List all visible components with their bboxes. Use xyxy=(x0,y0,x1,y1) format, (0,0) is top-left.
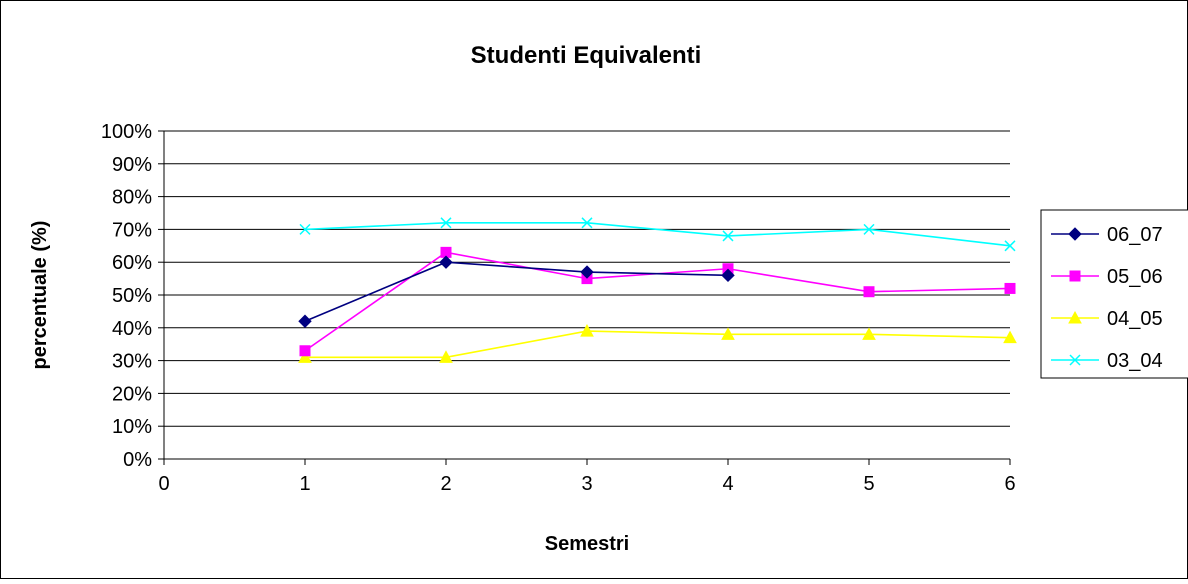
data-point xyxy=(863,223,875,235)
data-point xyxy=(439,350,453,363)
legend-label: 05_06 xyxy=(1107,266,1163,288)
x-tick-label: 5 xyxy=(863,473,874,495)
legend: 06_07 05_06 04_05 03_04 xyxy=(1040,209,1188,379)
data-point xyxy=(580,324,594,337)
y-tick-label: 40% xyxy=(112,318,152,340)
y-tick-label: 80% xyxy=(112,187,152,209)
y-tick-label: 30% xyxy=(112,351,152,373)
x-tick-label: 1 xyxy=(299,473,310,495)
x-tick-label: 2 xyxy=(440,473,451,495)
series-line xyxy=(304,261,729,322)
data-point xyxy=(299,345,311,357)
legend-item-05_06: 05_06 xyxy=(1051,266,1163,288)
marker-stroke xyxy=(1069,354,1081,366)
marker-stroke xyxy=(863,223,875,235)
axes: 0% 10% 20% 30% 40% 50% 60% 70% 80% 90% 100% 0 1 2 3 4 5 6 xyxy=(101,121,1016,495)
legend-item-03_04: 03_04 xyxy=(1051,350,1163,372)
legend-item-04_05: 04_05 xyxy=(1051,308,1163,330)
series-06_07 xyxy=(298,255,735,328)
series-04_05 xyxy=(298,324,1017,363)
data-point xyxy=(863,286,875,298)
y-axis-label: percentuale (%) xyxy=(29,221,51,370)
data-point xyxy=(722,230,734,242)
x-tick-label: 6 xyxy=(1004,473,1015,495)
legend-marker xyxy=(1069,270,1081,282)
data-point xyxy=(862,327,876,340)
x-tick-label: 3 xyxy=(581,473,592,495)
x-axis-label: Semestri xyxy=(545,533,630,555)
series-line xyxy=(304,222,1011,247)
y-tick-label: 60% xyxy=(112,252,152,274)
data-point xyxy=(580,265,594,279)
data-point xyxy=(298,350,312,363)
data-point xyxy=(721,268,735,283)
y-tick-label: 10% xyxy=(112,416,152,438)
legend-box xyxy=(1040,209,1188,379)
marker-stroke xyxy=(440,217,452,229)
data-point xyxy=(581,217,593,229)
legend-label: 04_05 xyxy=(1107,308,1163,330)
data-point xyxy=(298,314,312,328)
x-tick-label: 4 xyxy=(722,473,733,495)
y-tick-label: 50% xyxy=(112,285,152,307)
y-tick-label: 20% xyxy=(112,383,152,405)
chart-title: Studenti Equivalenti xyxy=(471,42,702,69)
data-point xyxy=(1004,282,1016,294)
legend-label: 03_04 xyxy=(1107,350,1163,372)
data-point xyxy=(1004,240,1016,252)
marker-stroke xyxy=(581,217,593,229)
data-point xyxy=(721,327,735,340)
legend-label: 06_07 xyxy=(1107,224,1163,246)
legend-marker xyxy=(1069,354,1081,366)
y-tick-label: 100% xyxy=(101,121,152,143)
y-tick-label: 0% xyxy=(123,449,152,471)
y-tick-label: 70% xyxy=(112,219,152,241)
series-line xyxy=(305,330,1011,359)
data-point xyxy=(439,255,453,269)
series-lines xyxy=(298,217,1017,363)
x-tick-label: 0 xyxy=(158,473,169,495)
legend-marker xyxy=(1068,310,1082,324)
series-03_04 xyxy=(299,217,1016,252)
data-point xyxy=(1003,330,1017,344)
marker-stroke xyxy=(722,230,734,242)
data-point xyxy=(299,223,311,235)
legend-item-06_07: 06_07 xyxy=(1051,224,1163,246)
marker-stroke xyxy=(299,223,311,235)
y-tick-label: 90% xyxy=(112,154,152,176)
marker-stroke xyxy=(1004,240,1016,252)
data-point xyxy=(440,217,452,229)
legend-marker xyxy=(1068,227,1082,241)
